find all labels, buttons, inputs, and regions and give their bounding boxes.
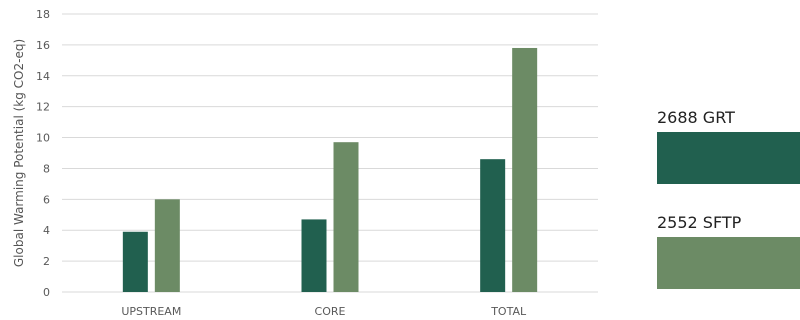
y-tick-label: 2 — [43, 255, 50, 268]
x-tick-label: CORE — [315, 305, 346, 318]
legend-swatch — [657, 132, 800, 184]
y-tick-label: 10 — [36, 132, 50, 145]
y-axis-ticks: 0 2 4 6 8 10 12 14 16 18 — [36, 8, 50, 299]
gridlines — [62, 13, 598, 293]
y-tick-label: 4 — [43, 224, 50, 237]
bar-total-series-2 — [512, 47, 538, 292]
legend-label: 2688 GRT — [657, 108, 735, 127]
y-tick-label: 0 — [43, 286, 50, 299]
bars — [122, 47, 538, 292]
bar-upstream-series-2 — [154, 199, 180, 292]
y-tick-label: 16 — [36, 39, 50, 52]
legend-swatch — [657, 237, 800, 289]
bar-upstream-series-1 — [122, 231, 148, 292]
y-tick-label: 12 — [36, 101, 50, 114]
x-tick-label: TOTAL — [490, 305, 527, 318]
legend-item-2688-grt: 2688 GRT — [657, 108, 800, 184]
x-axis-ticks: UPSTREAM CORE TOTAL — [121, 305, 527, 318]
y-tick-label: 18 — [36, 8, 50, 21]
y-tick-label: 8 — [43, 162, 50, 175]
y-tick-label: 14 — [36, 70, 50, 83]
x-tick-label: UPSTREAM — [121, 305, 181, 318]
bar-core-series-1 — [301, 219, 327, 292]
y-tick-label: 6 — [43, 193, 50, 206]
bar-total-series-1 — [480, 159, 506, 292]
legend-label: 2552 SFTP — [657, 213, 742, 232]
legend-item-2552-sftp: 2552 SFTP — [657, 213, 800, 289]
y-axis-label: Global Warming Potential (kg CO2-eq) — [12, 39, 26, 267]
bar-core-series-2 — [333, 142, 359, 292]
